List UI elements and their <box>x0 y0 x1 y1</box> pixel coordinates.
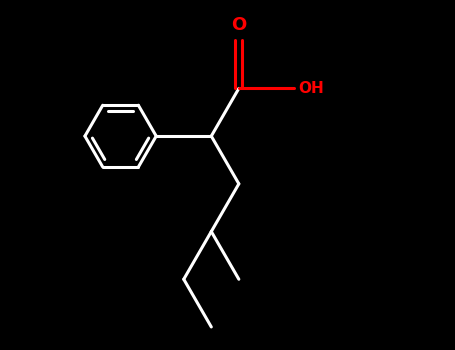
Text: O: O <box>231 16 247 34</box>
Text: OH: OH <box>298 81 324 96</box>
